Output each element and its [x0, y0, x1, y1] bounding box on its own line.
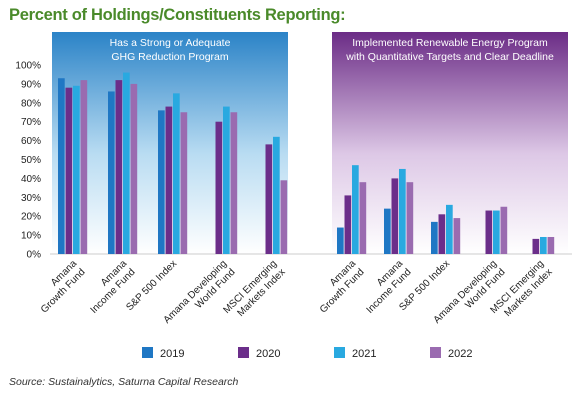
category-label-panel1-5: MSCI EmergingMarkets Index: [221, 258, 287, 324]
bar-panel2-cat5-2022: [547, 236, 555, 254]
bar-panel2-cat3-2022: [453, 218, 461, 254]
bar-panel2-cat1-2020: [344, 195, 352, 254]
y-tick-label: 10%: [21, 231, 41, 242]
category-label-panel1-3: S&P 500 Index: [124, 258, 179, 313]
y-tick-label: 90%: [21, 79, 41, 90]
bar-panel2-cat3-2021: [446, 204, 453, 254]
bar-panel1-cat4-2021: [223, 106, 230, 254]
y-tick-label: 60%: [21, 136, 41, 147]
bar-panel2-cat2-2022: [406, 182, 414, 254]
bar-panel1-cat2-2022: [130, 83, 138, 255]
legend-swatch-2021: [334, 347, 345, 358]
bar-panel2-cat1-2019: [337, 227, 344, 254]
y-tick-label: 80%: [21, 98, 41, 109]
panel-title-1-line-1: Has a Strong or Adequate: [110, 37, 231, 49]
y-tick-label: 0%: [27, 250, 42, 261]
bar-panel1-cat3-2019: [158, 110, 165, 254]
y-tick-label: 20%: [21, 212, 41, 223]
bar-panel1-cat5-2021: [273, 136, 280, 254]
source-note: Source: Sustainalytics, Saturna Capital …: [9, 376, 239, 388]
bar-panel1-cat5-2020: [265, 144, 273, 254]
bar-panel2-cat5-2021: [540, 236, 547, 254]
legend-label-2021: 2021: [352, 348, 376, 360]
legend-label-2022: 2022: [448, 348, 472, 360]
y-tick-label: 30%: [21, 193, 41, 204]
bar-panel2-cat3-2020: [438, 214, 446, 254]
bar-panel2-cat4-2020: [485, 210, 493, 254]
bar-panel1-cat4-2020: [215, 121, 223, 254]
bar-panel2-cat5-2020: [532, 238, 540, 254]
bar-panel2-cat2-2019: [384, 208, 391, 254]
bar-panel2-cat2-2020: [391, 178, 399, 254]
legend-swatch-2020: [238, 347, 249, 358]
bar-panel1-cat1-2019: [58, 78, 65, 254]
bar-panel2-cat2-2021: [399, 168, 406, 254]
bar-panel1-cat1-2020: [65, 87, 73, 255]
bar-panel1-cat2-2019: [108, 91, 115, 255]
bar-panel1-cat3-2021: [173, 93, 180, 254]
chart-title: Percent of Holdings/Constituents Reporti…: [9, 6, 346, 24]
bar-panel2-cat1-2021: [352, 165, 359, 254]
bar-panel1-cat5-2022: [280, 180, 288, 254]
bar-panel2-cat4-2022: [500, 206, 508, 254]
legend-swatch-2022: [430, 347, 441, 358]
panel-title-2-line-2: with Quantitative Targets and Clear Dead…: [345, 51, 554, 63]
bar-panel2-cat4-2021: [493, 210, 500, 254]
y-tick-label: 70%: [21, 117, 41, 128]
bar-panel1-cat3-2022: [180, 112, 188, 254]
bar-panel1-cat2-2020: [115, 80, 123, 255]
legend-label-2019: 2019: [160, 348, 184, 360]
category-label-panel1-1: AmanaGrowth Fund: [30, 258, 87, 315]
bar-panel2-cat3-2019: [431, 221, 438, 254]
panel-title-1-line-2: GHG Reduction Program: [111, 51, 229, 63]
panel-title-2-line-1: Implemented Renewable Energy Program: [352, 37, 548, 49]
bar-panel1-cat1-2022: [80, 80, 88, 255]
bar-panel1-cat4-2022: [230, 112, 238, 254]
bar-panel1-cat2-2021: [123, 72, 130, 254]
y-tick-label: 40%: [21, 174, 41, 185]
legend-label-2020: 2020: [256, 348, 280, 360]
y-tick-label: 50%: [21, 155, 41, 166]
y-tick-label: 100%: [15, 61, 41, 72]
bar-panel1-cat3-2020: [165, 106, 173, 254]
legend-swatch-2019: [142, 347, 153, 358]
bar-panel2-cat1-2022: [359, 182, 367, 254]
category-label-panel2-1: AmanaGrowth Fund: [309, 258, 366, 315]
bar-panel1-cat1-2021: [73, 85, 80, 254]
